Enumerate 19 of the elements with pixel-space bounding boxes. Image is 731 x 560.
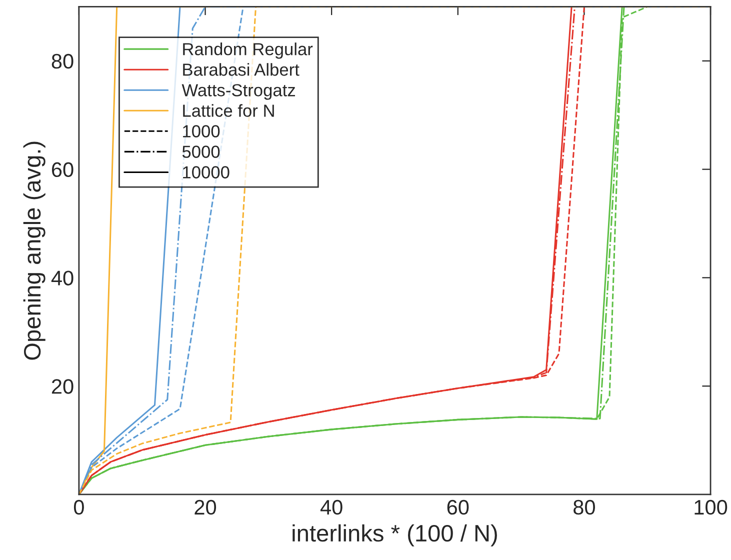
y-tick-label: 20 [52, 379, 74, 394]
x-tick-label: 80 [574, 500, 595, 515]
x-tick-label: 100 [694, 500, 728, 515]
x-tick-label: 20 [194, 500, 216, 515]
x-axis-title: interlinks * (100 / N) [292, 524, 497, 546]
legend-label: Watts-Strogatz [182, 84, 295, 100]
legend-label: 10000 [183, 166, 230, 178]
legend-label: 1000 [183, 125, 220, 138]
x-tick-label: 60 [447, 500, 469, 515]
y-tick-label: 40 [51, 270, 74, 286]
x-tick-label: 0 [74, 500, 84, 515]
y-tick-label: 60 [52, 162, 74, 178]
legend-label: 5000 [182, 146, 220, 158]
legend-label: Barabasi Albert [183, 63, 300, 76]
y-axis-title: Opening angle (avg.) [23, 142, 46, 360]
y-tick-label: 80 [52, 54, 74, 69]
legend-label: Lattice for N [183, 104, 274, 117]
x-tick-label: 40 [320, 500, 342, 515]
legend-label: Random Regular [183, 42, 313, 59]
